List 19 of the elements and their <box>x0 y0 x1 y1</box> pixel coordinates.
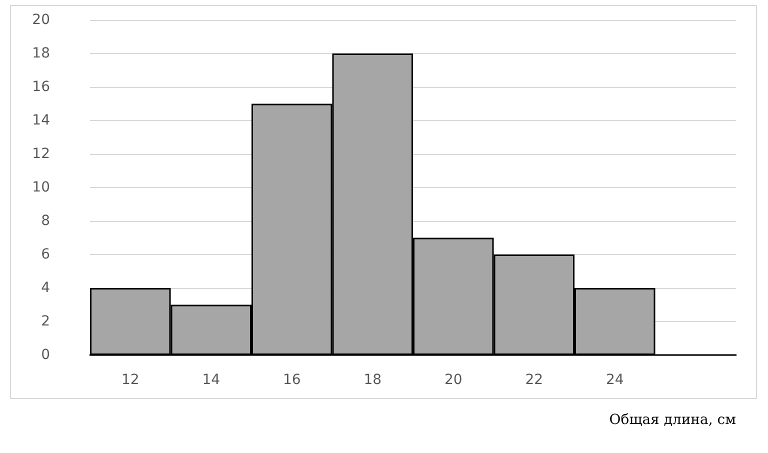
y-tick-label: 2 <box>41 314 50 330</box>
x-tick-label: 24 <box>606 372 624 388</box>
y-tick-label: 0 <box>41 347 50 363</box>
y-tick-label: 6 <box>41 246 50 262</box>
x-axis-title: Общая длина, см <box>609 412 736 428</box>
y-tick-label: 8 <box>41 213 50 229</box>
y-tick-label: 20 <box>32 12 50 28</box>
y-tick-label: 4 <box>41 280 50 296</box>
x-tick-label: 20 <box>444 372 462 388</box>
x-tick-label: 18 <box>364 372 382 388</box>
y-tick-label: 18 <box>32 46 50 62</box>
y-tick-label: 12 <box>32 146 50 162</box>
y-tick-label: 16 <box>32 79 50 95</box>
y-tick-label: 10 <box>32 180 50 196</box>
x-tick-label: 22 <box>525 372 544 388</box>
x-tick-label: 12 <box>121 372 140 388</box>
y-tick-label: 14 <box>32 112 50 128</box>
x-tick-label: 16 <box>282 372 301 388</box>
x-tick-label: 14 <box>202 372 220 388</box>
